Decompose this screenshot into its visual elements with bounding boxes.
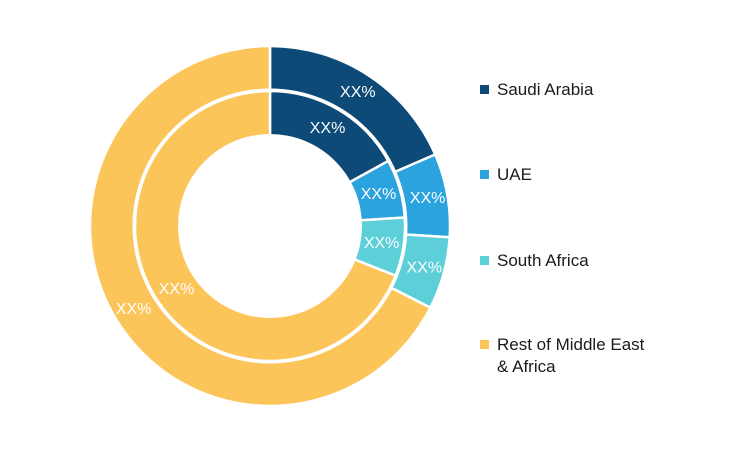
legend-swatch-south-africa	[480, 256, 489, 265]
legend-label-south-africa: South Africa	[497, 251, 589, 270]
inner-label-south-africa: XX%	[364, 235, 400, 252]
legend-item-rest-of-mea: Rest of Middle East & Africa	[480, 334, 647, 378]
legend-swatch-uae	[480, 170, 489, 179]
legend-label-saudi-arabia: Saudi Arabia	[497, 80, 594, 99]
donut-hole	[178, 134, 362, 318]
legend-swatch-saudi-arabia	[480, 85, 489, 94]
outer-label-uae: XX%	[410, 190, 446, 207]
inner-label-uae: XX%	[361, 186, 397, 203]
outer-label-saudi-arabia: XX%	[340, 84, 376, 101]
outer-label-rest-of-mea: XX%	[116, 301, 152, 318]
outer-label-south-africa: XX%	[407, 260, 443, 277]
inner-label-rest-of-mea: XX%	[159, 281, 195, 298]
inner-label-saudi-arabia: XX%	[310, 120, 346, 137]
legend-label-rest-of-mea: Rest of Middle East & Africa	[497, 335, 645, 376]
legend-item-uae: UAE	[480, 164, 532, 186]
legend-swatch-rest-of-mea	[480, 340, 489, 349]
ring-separator	[132, 88, 408, 364]
legend-item-south-africa: South Africa	[480, 250, 589, 272]
legend-label-uae: UAE	[497, 165, 532, 184]
legend-item-saudi-arabia: Saudi Arabia	[480, 79, 593, 101]
